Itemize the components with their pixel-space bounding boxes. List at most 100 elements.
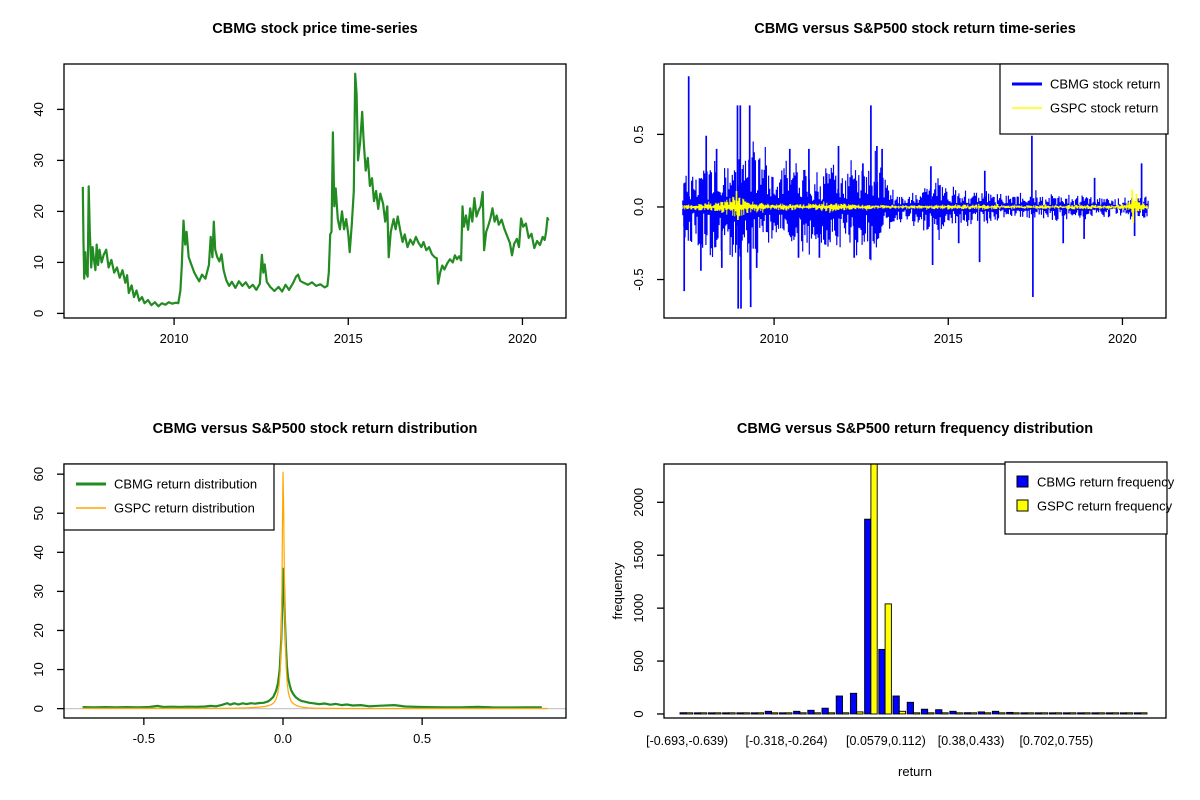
y-tick-label: 20	[31, 204, 46, 218]
x-tick-label: [-0.693,-0.639)	[646, 734, 728, 748]
bar-gspc	[1126, 712, 1134, 715]
bar-cbmg	[693, 712, 701, 715]
chart-title-return-distribution: CBMG versus S&P500 stock return distribu…	[152, 421, 478, 437]
legend-label: CBMG stock return	[1050, 77, 1161, 92]
bar-gspc	[700, 712, 708, 715]
bar-gspc	[856, 711, 864, 715]
bar-cbmg	[1062, 712, 1071, 715]
bar-gspc	[714, 712, 722, 715]
chart-title-return-frequency: CBMG versus S&P500 return frequency dist…	[736, 421, 1094, 437]
bar-cbmg	[778, 712, 787, 715]
legend-label: CBMG return frequency	[1037, 475, 1175, 490]
bar-cbmg	[1034, 712, 1042, 715]
plot-box	[663, 63, 1167, 319]
x-axis-label: return	[898, 764, 932, 779]
bar-gspc	[998, 712, 1006, 715]
plot-box	[63, 63, 567, 319]
return-spikes-gspc	[735, 189, 1138, 223]
bar-cbmg	[949, 710, 957, 715]
bar-gspc	[1012, 712, 1020, 715]
bar-gspc	[785, 712, 793, 715]
legend-box	[1004, 461, 1168, 535]
bar-gspc	[771, 712, 779, 715]
bar-cbmg	[821, 707, 829, 715]
bar-cbmg	[1077, 712, 1085, 715]
y-tick-label: 50	[31, 506, 46, 520]
bar-gspc	[1111, 712, 1120, 715]
bar-gspc	[742, 712, 750, 715]
bar-gspc	[827, 712, 836, 715]
legend-square-sample	[1016, 475, 1029, 488]
y-tick-label: 40	[31, 545, 46, 559]
bar-cbmg	[977, 711, 985, 715]
y-tick-label: 30	[31, 584, 46, 598]
bar-gspc	[1083, 712, 1091, 715]
bar-gspc	[685, 712, 694, 715]
legend-square-sample	[1016, 499, 1029, 512]
bar-cbmg	[750, 712, 758, 715]
plot-box	[663, 463, 1167, 719]
bar-gspc	[898, 710, 907, 715]
bar-cbmg	[864, 518, 872, 715]
y-axis-label: frequency	[610, 562, 625, 620]
bar-cbmg	[835, 695, 843, 715]
bar-gspc	[799, 712, 807, 715]
bar-cbmg	[878, 648, 886, 715]
y-tick-label: 10	[31, 662, 46, 676]
panel-return-timeseries: CBMG versus S&P500 stock return time-ser…	[600, 0, 1200, 400]
bar-cbmg	[736, 712, 744, 715]
legend-label: GSPC stock return	[1050, 101, 1158, 116]
price-timeseries-curve-0	[81, 72, 550, 308]
x-tick-label: 2010	[160, 331, 189, 346]
bar-cbmg	[849, 692, 858, 715]
return-timeseries-plot: -0.5 0.0 0.5 2010 2015 2020 CBMG stock return G…	[631, 63, 1169, 346]
y-tick-label: 2000	[631, 488, 646, 517]
bar-cbmg	[1119, 712, 1127, 715]
x-tick-label: 0.5	[413, 731, 431, 746]
bar-cbmg	[1048, 712, 1056, 715]
bar-cbmg	[920, 708, 929, 715]
x-tick-label: [0.0579,0.112)	[846, 734, 926, 748]
y-tick-label: 0	[631, 710, 646, 717]
y-tick-label: 1000	[631, 594, 646, 623]
y-tick-label: 0	[31, 705, 46, 712]
legend-label: GSPC return distribution	[114, 501, 255, 516]
x-tick-label: 2020	[508, 331, 537, 346]
bar-cbmg	[906, 701, 914, 715]
legend-box	[63, 463, 275, 531]
x-tick-label: [-0.318,-0.264)	[746, 734, 828, 748]
x-tick-label: 0.0	[274, 731, 292, 746]
bar-cbmg	[793, 710, 801, 715]
panel-price-timeseries: CBMG stock price time-series 0 10 20 30 40 20…	[0, 0, 600, 400]
bar-gspc	[870, 463, 878, 715]
bar-cbmg	[722, 712, 730, 715]
bar-cbmg	[1006, 711, 1014, 715]
bar-gspc	[941, 712, 949, 715]
bar-cbmg	[991, 710, 1000, 715]
y-tick-label: 0.5	[631, 125, 646, 143]
panel-return-distribution: CBMG versus S&P500 stock return distribu…	[0, 400, 600, 800]
bar-cbmg	[707, 712, 716, 715]
bar-gspc	[984, 712, 992, 715]
return-band-gspc	[682, 196, 1149, 217]
y-tick-label: 60	[31, 467, 46, 481]
bar-gspc	[842, 712, 850, 715]
bar-gspc	[1097, 712, 1105, 715]
bar-gspc	[1140, 712, 1148, 715]
bar-cbmg	[1091, 712, 1099, 715]
bar-cbmg	[1105, 712, 1113, 715]
x-tick-label: 2015	[334, 331, 363, 346]
x-tick-label: 2020	[1108, 331, 1137, 346]
bar-gspc	[813, 712, 821, 715]
chart-title-return-timeseries: CBMG versus S&P500 stock return time-ser…	[754, 21, 1076, 37]
bar-cbmg	[679, 712, 687, 715]
bar-cbmg	[892, 695, 900, 715]
y-tick-label: 0.0	[631, 198, 646, 216]
legend-label: GSPC return frequency	[1037, 499, 1173, 514]
y-tick-label: 500	[631, 650, 646, 672]
bar-gspc	[913, 712, 921, 715]
y-tick-label: -0.5	[631, 268, 646, 290]
bar-gspc	[1069, 712, 1077, 715]
legend-box	[999, 63, 1169, 135]
y-tick-label: 1500	[631, 541, 646, 570]
